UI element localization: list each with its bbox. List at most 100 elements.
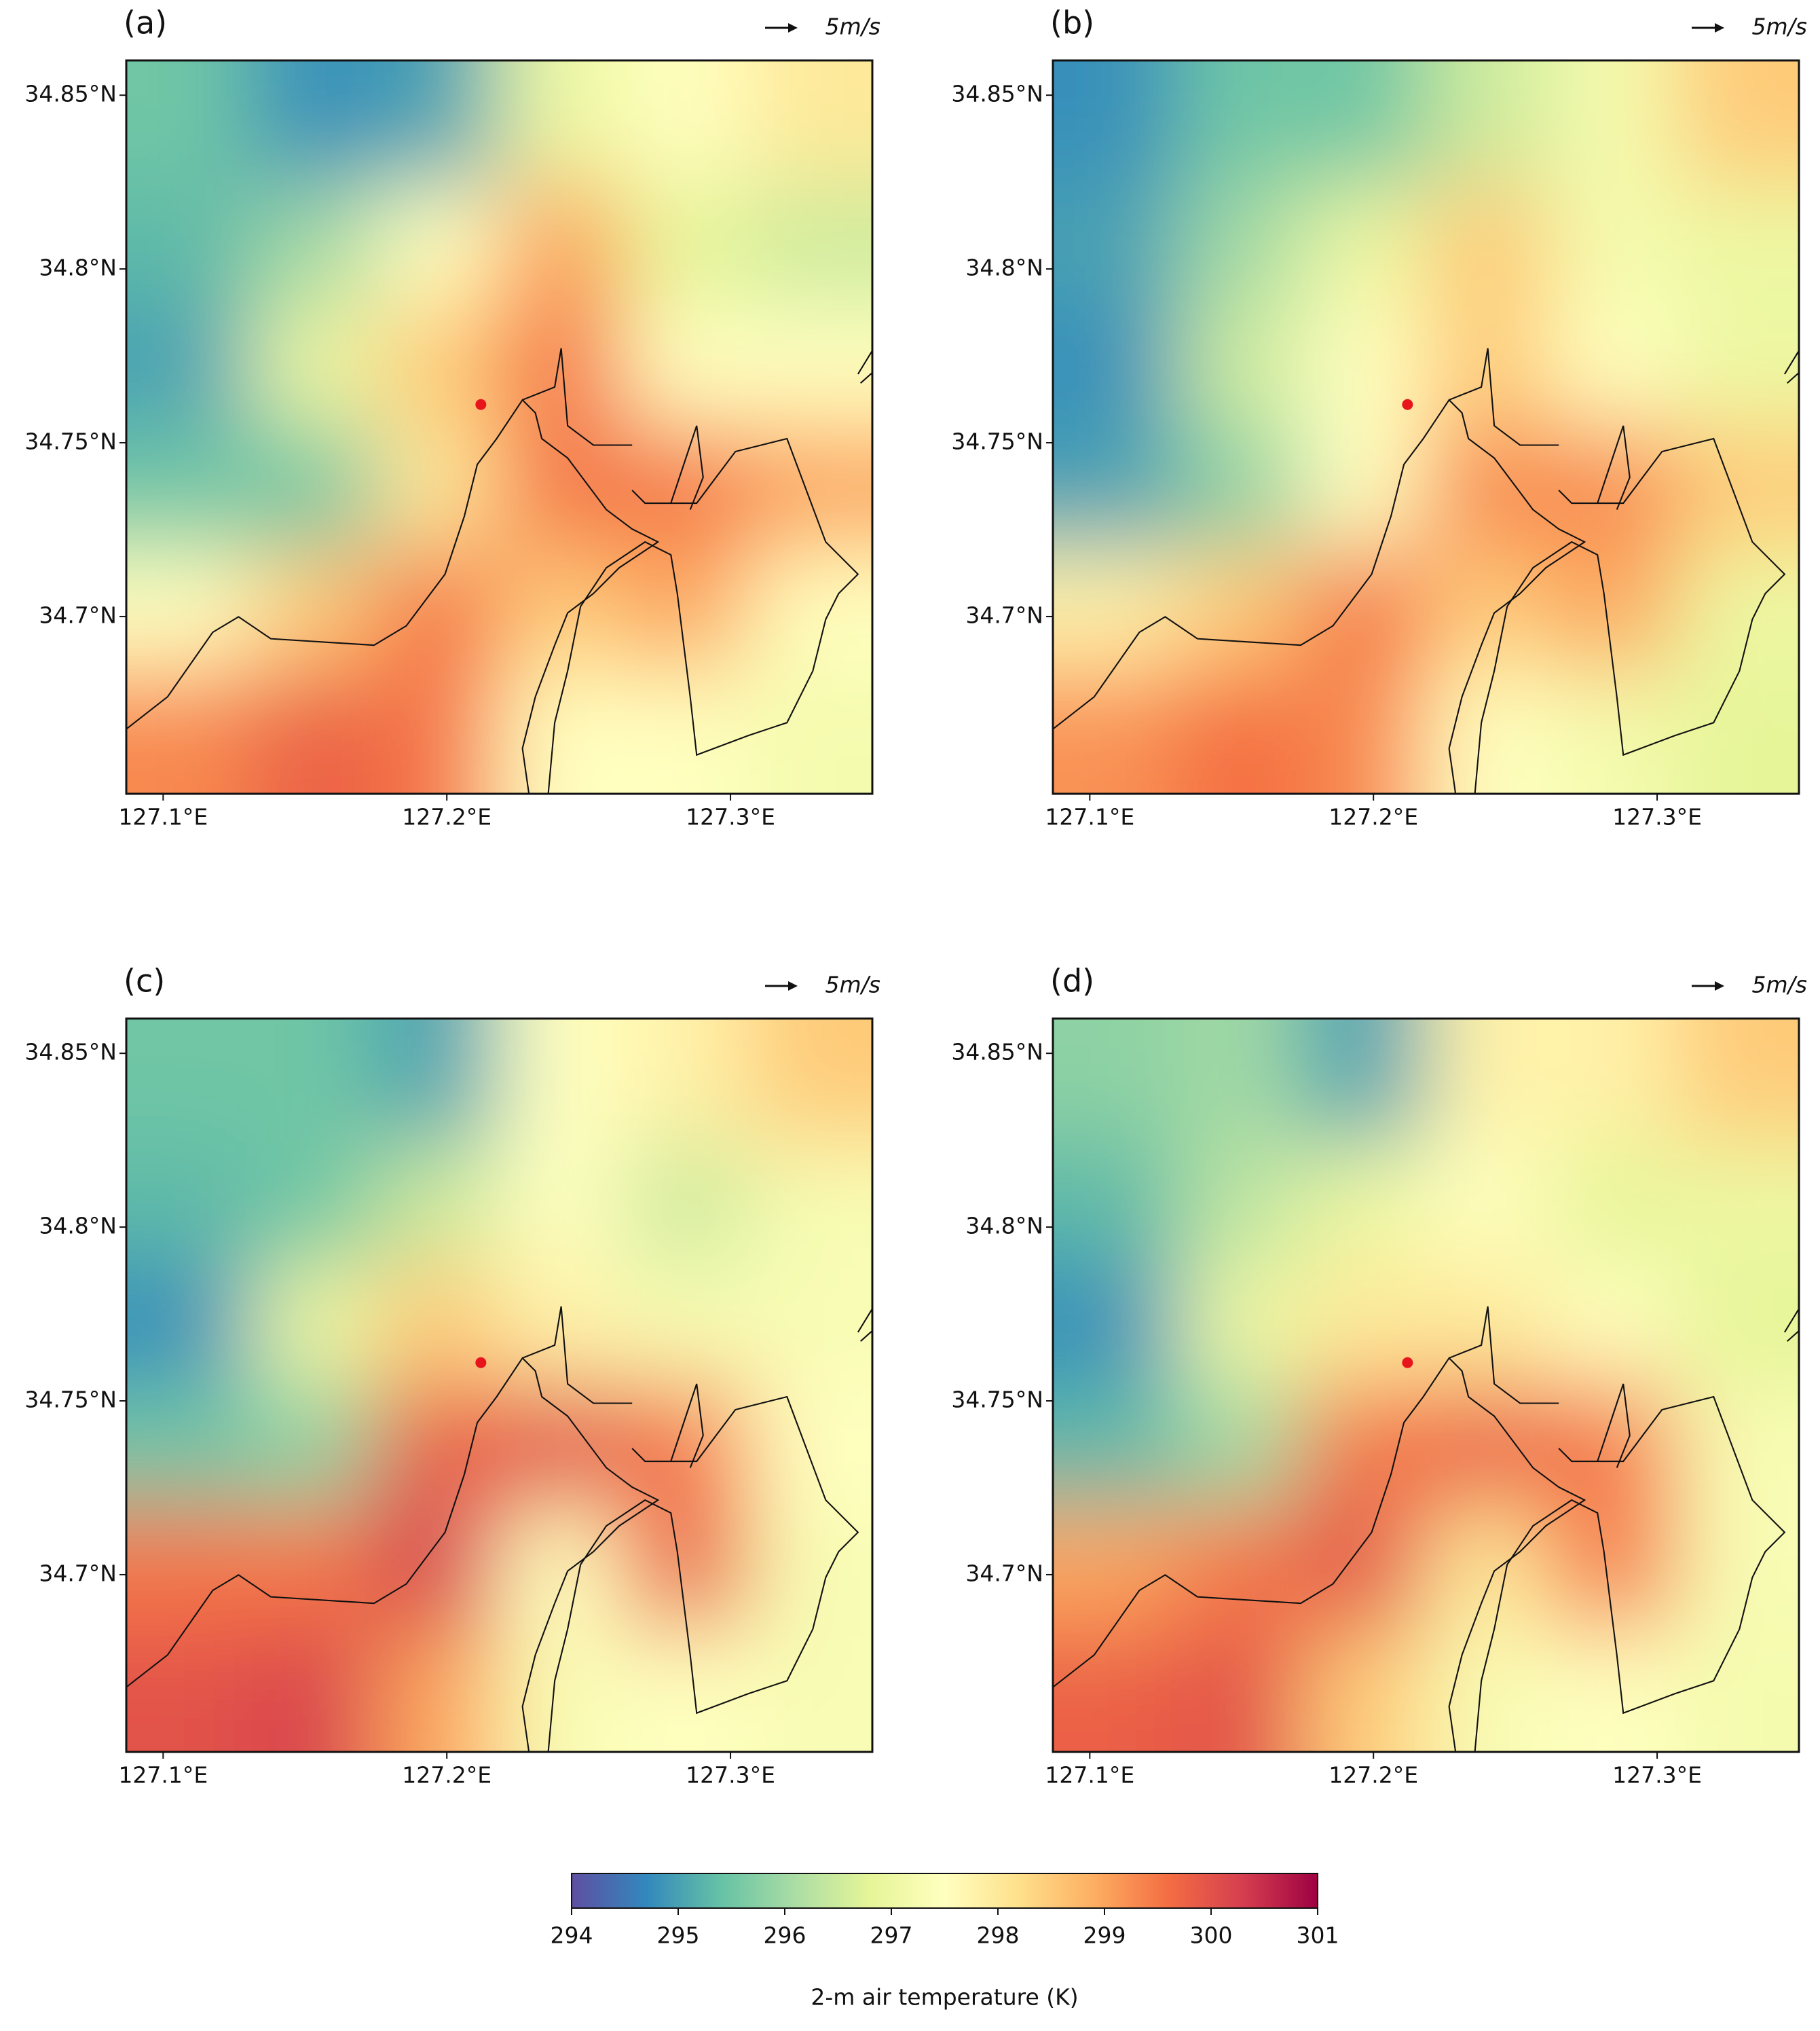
x-tick-label: 127.1°E xyxy=(118,804,208,830)
reference-arrow-head xyxy=(788,981,798,991)
temperature-cell xyxy=(126,183,252,306)
panel-label: (c) xyxy=(124,963,165,1000)
temperature-cell xyxy=(374,1141,499,1264)
temperature-cell xyxy=(1177,1507,1302,1630)
temperature-cell xyxy=(374,1628,499,1752)
map-panel: 127.1°E 127.2°E 127.3°E 34.7°N 34.75°N 34.8°N… xyxy=(24,963,880,1789)
temperature-cell xyxy=(126,1385,252,1508)
temperature-cell xyxy=(374,427,499,550)
temperature-cell xyxy=(1674,670,1799,794)
map-panel: 127.1°E 127.2°E 127.3°E 34.7°N 34.75°N 34.8°N… xyxy=(24,5,880,830)
temperature-cell xyxy=(498,305,624,428)
temperature-cell xyxy=(1301,1507,1426,1630)
temperature-cell xyxy=(747,670,872,794)
panel-label: (d) xyxy=(1050,963,1094,1000)
temperature-cell xyxy=(374,60,499,185)
temperature-cell xyxy=(1424,549,1550,672)
x-tick-label: 127.3°E xyxy=(1612,804,1702,830)
colorbar-tick-label: 294 xyxy=(551,1922,593,1949)
temperature-cell xyxy=(1301,427,1426,550)
temperature-cell xyxy=(747,1263,872,1386)
y-tick-label: 34.8°N xyxy=(39,1213,117,1239)
y-tick-label: 34.85°N xyxy=(24,1039,117,1065)
temperature-cell xyxy=(250,1628,375,1752)
temperature-cell xyxy=(623,1263,749,1386)
temperature-cell xyxy=(1053,549,1178,672)
temperature-cell xyxy=(126,549,252,672)
temperature-cell xyxy=(1549,670,1675,794)
temperature-cell xyxy=(1549,1263,1675,1386)
y-tick-label: 34.75°N xyxy=(24,428,117,455)
y-tick-label: 34.75°N xyxy=(951,1387,1043,1413)
temperature-cell xyxy=(250,1263,375,1386)
temperature-cell xyxy=(498,183,624,306)
field-blur xyxy=(1053,60,1799,794)
y-tick-label: 34.75°N xyxy=(951,428,1043,455)
y-tick-label: 34.8°N xyxy=(965,255,1043,281)
temperature-cell xyxy=(1674,305,1799,428)
temperature-cell xyxy=(498,1385,624,1508)
colorbar-tick-label: 297 xyxy=(870,1922,913,1949)
colorbar-tick-label: 295 xyxy=(657,1922,700,1949)
temperature-cell xyxy=(1053,1141,1178,1264)
reference-label: 5m/s xyxy=(1752,972,1807,998)
temperature-cell xyxy=(498,60,624,185)
reference-arrow-head xyxy=(1715,23,1724,33)
temperature-cell xyxy=(498,1507,624,1630)
temperature-cell xyxy=(1177,1263,1302,1386)
temperature-cell xyxy=(623,427,749,550)
x-tick-label: 127.1°E xyxy=(1045,804,1134,830)
temperature-cell xyxy=(747,60,872,185)
temperature-cell xyxy=(747,1141,872,1264)
site-marker xyxy=(475,1357,487,1368)
temperature-cell xyxy=(374,1019,499,1143)
temperature-cell xyxy=(1177,670,1302,794)
temperature-cell xyxy=(747,1628,872,1752)
temperature-field xyxy=(126,60,872,794)
temperature-cell xyxy=(1053,1263,1178,1386)
temperature-cell xyxy=(623,670,749,794)
temperature-cell xyxy=(1674,1385,1799,1508)
temperature-cell xyxy=(1549,305,1675,428)
site-marker xyxy=(1402,1357,1413,1368)
temperature-cell xyxy=(1424,1141,1550,1264)
temperature-cell xyxy=(1549,1628,1675,1752)
temperature-cell xyxy=(1301,60,1426,185)
temperature-cell xyxy=(1053,427,1178,550)
temperature-cell xyxy=(1549,1385,1675,1508)
temperature-cell xyxy=(1674,183,1799,306)
y-tick-label: 34.75°N xyxy=(24,1387,117,1413)
field-blur xyxy=(126,60,872,794)
colorbar-tick-label: 300 xyxy=(1190,1922,1233,1949)
temperature-cell xyxy=(498,1019,624,1143)
temperature-cell xyxy=(623,1019,749,1143)
colorbar: 294 295 296 297 298 299 300 301 2-m air temperat… xyxy=(551,1873,1339,2011)
temperature-cell xyxy=(1549,60,1675,185)
colorbar-tick-label: 296 xyxy=(764,1922,806,1949)
temperature-cell xyxy=(498,1628,624,1752)
temperature-cell xyxy=(1674,427,1799,550)
colorbar-tick-label: 299 xyxy=(1083,1922,1126,1949)
temperature-cell xyxy=(374,1385,499,1508)
temperature-cell xyxy=(1053,60,1178,185)
temperature-cell xyxy=(1177,1628,1302,1752)
temperature-cell xyxy=(1177,60,1302,185)
temperature-cell xyxy=(1674,549,1799,672)
x-tick-label: 127.2°E xyxy=(1329,804,1418,830)
field-blur xyxy=(1053,1019,1799,1752)
temperature-cell xyxy=(126,1141,252,1264)
temperature-cell xyxy=(1177,549,1302,672)
panel-label: (b) xyxy=(1050,5,1094,41)
x-tick-label: 127.3°E xyxy=(1612,1762,1702,1789)
temperature-cell xyxy=(250,1141,375,1264)
y-tick-label: 34.7°N xyxy=(39,602,117,628)
temperature-cell xyxy=(250,305,375,428)
temperature-cell xyxy=(623,305,749,428)
temperature-cell xyxy=(1424,1019,1550,1143)
temperature-cell xyxy=(498,1263,624,1386)
x-tick-label: 127.2°E xyxy=(1329,1762,1418,1789)
temperature-cell xyxy=(747,549,872,672)
temperature-cell xyxy=(747,427,872,550)
temperature-cell xyxy=(1301,1628,1426,1752)
